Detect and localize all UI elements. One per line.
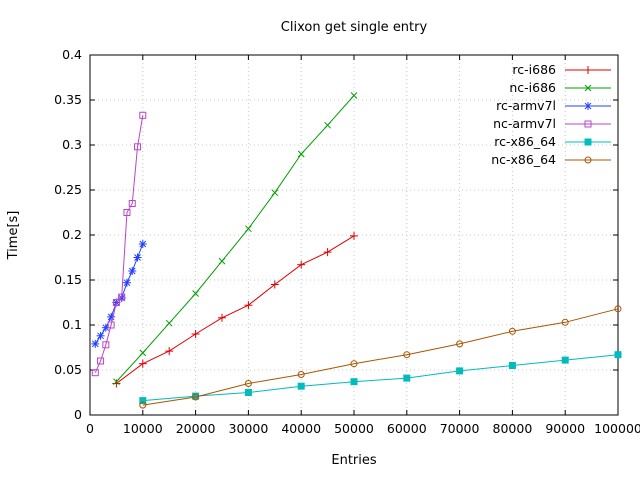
- circle-open-marker: [508, 327, 516, 335]
- circle-open-marker: [297, 371, 305, 378]
- square-open-marker: [97, 357, 105, 365]
- asterisk-marker: [91, 339, 100, 348]
- legend-label-nc-i686: nc-i686: [509, 80, 556, 95]
- x-axis-label: Entries: [331, 453, 377, 468]
- plus-marker: [191, 330, 200, 338]
- square-filled-marker: [244, 389, 252, 396]
- series-line-nc-x86_64: [142, 308, 619, 406]
- square-filled-marker: [561, 356, 569, 364]
- legend-label-rc-i686: rc-i686: [512, 62, 556, 77]
- asterisk-marker: [96, 331, 105, 340]
- cross-marker: [297, 150, 305, 158]
- square-filled-marker: [139, 397, 147, 405]
- y-tick-label: 0: [74, 407, 82, 422]
- cross-marker: [324, 121, 331, 129]
- y-tick-label: 0.4: [62, 47, 82, 62]
- cross-marker: [218, 257, 226, 265]
- square-open-marker: [128, 200, 136, 207]
- asterisk-marker: [138, 240, 147, 248]
- circle-open-marker: [244, 380, 252, 387]
- cross-marker: [584, 84, 592, 92]
- y-tick-label: 0.25: [54, 182, 82, 197]
- series-line-rc-i686: [116, 235, 355, 384]
- y-tick-label: 0.3: [62, 137, 82, 152]
- square-open-marker: [134, 143, 142, 151]
- legend-label-rc-x86_64: rc-x86_64: [494, 134, 556, 149]
- cross-marker: [165, 319, 173, 327]
- square-open-marker: [91, 369, 99, 377]
- x-tick-label: 10000: [123, 421, 163, 436]
- plus-marker: [165, 347, 174, 356]
- circle-open-marker: [350, 360, 358, 368]
- x-tick-label: 0: [86, 421, 94, 436]
- asterisk-marker: [584, 102, 592, 110]
- chart-title: Clixon get single entry: [281, 20, 428, 35]
- x-tick-label: 20000: [176, 421, 216, 436]
- circle-open-marker: [456, 340, 464, 348]
- square-open-marker: [102, 341, 110, 349]
- plus-marker: [297, 260, 306, 269]
- square-filled-marker: [614, 351, 622, 359]
- cross-marker: [245, 225, 252, 233]
- square-filled-marker: [508, 362, 516, 369]
- square-open-marker: [118, 293, 126, 301]
- x-tick-label: 80000: [493, 421, 533, 436]
- cross-marker: [113, 378, 120, 386]
- legend-label-nc-x86_64: nc-x86_64: [491, 152, 556, 167]
- plot-area: 0 10000 20000 30000 40000 50000 60000 70000 8000…: [54, 47, 640, 436]
- asterisk-marker: [128, 267, 137, 275]
- legend-label-nc-armv7l: nc-armv7l: [493, 116, 556, 131]
- plus-marker: [112, 379, 121, 388]
- y-tick-label: 0.2: [62, 227, 82, 242]
- square-open-marker: [107, 321, 115, 329]
- plus-marker: [270, 280, 279, 289]
- square-filled-marker: [456, 367, 464, 375]
- plus-marker: [244, 301, 253, 310]
- cross-marker: [139, 349, 147, 357]
- x-tick-label: 50000: [334, 421, 374, 436]
- y-tick-label: 0.35: [54, 92, 82, 107]
- plus-marker: [350, 231, 358, 240]
- square-filled-marker: [350, 378, 358, 386]
- y-tick-label: 0.05: [54, 362, 82, 377]
- x-tick-label: 70000: [440, 421, 480, 436]
- plus-marker: [323, 248, 332, 257]
- square-open-marker: [123, 209, 131, 216]
- x-tick-label: 40000: [281, 421, 321, 436]
- circle-open-marker: [614, 305, 622, 313]
- square-open-marker: [139, 111, 147, 119]
- x-tick-label: 30000: [229, 421, 269, 436]
- x-tick-label: 100000: [594, 421, 640, 436]
- square-open-marker: [112, 299, 120, 306]
- circle-open-marker: [192, 393, 200, 401]
- series-line-rc-x86_64: [142, 354, 619, 402]
- x-tick-label: 90000: [545, 421, 585, 436]
- cross-marker: [192, 290, 199, 297]
- circle-open-marker: [139, 401, 147, 409]
- y-axis-label: Time[s]: [6, 211, 21, 261]
- circle-open-marker: [584, 156, 592, 164]
- cross-marker: [350, 92, 358, 99]
- circle-open-marker: [403, 351, 411, 359]
- plus-marker: [218, 313, 226, 322]
- square-open-marker: [584, 120, 592, 128]
- x-tick-label: 60000: [387, 421, 427, 436]
- cross-marker: [271, 189, 279, 197]
- circle-open-marker: [561, 318, 569, 326]
- series-line-nc-i686: [116, 95, 355, 383]
- plus-marker: [138, 359, 147, 368]
- square-filled-marker: [584, 138, 592, 146]
- square-filled-marker: [297, 382, 305, 390]
- plus-marker: [584, 66, 592, 74]
- asterisk-marker: [122, 278, 131, 287]
- square-filled-marker: [403, 374, 411, 382]
- y-tick-label: 0.15: [54, 272, 82, 287]
- legend-label-rc-armv7l: rc-armv7l: [496, 98, 556, 113]
- y-tick-label: 0.1: [62, 317, 82, 332]
- asterisk-marker: [133, 253, 142, 262]
